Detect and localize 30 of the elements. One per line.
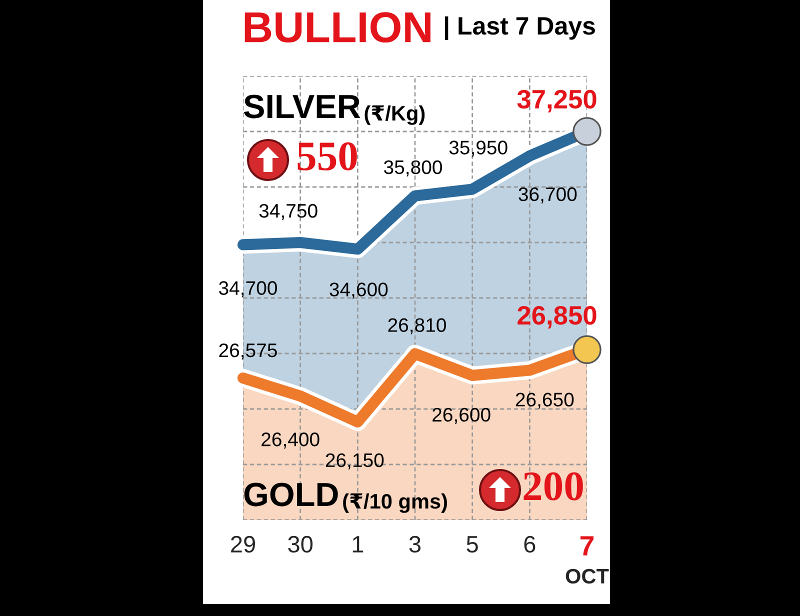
annotation: 200 <box>524 472 583 500</box>
data-label: 26,150 <box>326 453 384 470</box>
x-tick-label: 30 <box>288 536 313 553</box>
data-label: 36,700 <box>518 187 577 204</box>
data-label: 26,575 <box>219 343 277 360</box>
x-tick-label: 5 <box>466 536 478 553</box>
data-label: 35,800 <box>384 160 442 176</box>
annotation: 550 <box>298 142 357 170</box>
x-tick-label: 6 <box>524 536 536 553</box>
data-label: 34,750 <box>259 204 318 220</box>
y2-axis-title: (₹/10 gms) <box>343 493 447 513</box>
x-tick-label: 1 <box>352 536 364 552</box>
data-label: 35,950 <box>449 140 508 157</box>
data-label: 26,850 <box>518 306 596 329</box>
text: SILVER <box>244 94 360 118</box>
data-label: 26,600 <box>432 408 490 424</box>
chart-subtitle: | Last 7 Days <box>444 16 595 40</box>
data-label: 26,400 <box>262 432 320 449</box>
x-tick-label: 29 <box>231 536 256 553</box>
chart-title: BULLION <box>244 12 430 43</box>
series-label: GOLD <box>244 482 338 506</box>
y-axis-title: (₹/Kg) <box>364 105 425 125</box>
data-label: 34,600 <box>330 282 388 299</box>
x-axis-title: OCT <box>566 568 609 584</box>
data-label: 26,650 <box>516 392 574 409</box>
x-tick-label: 3 <box>409 536 421 553</box>
x-tick-label: 7 <box>580 536 594 556</box>
data-label: 37,250 <box>517 90 596 112</box>
data-label: 26,810 <box>388 318 446 334</box>
data-label: 34,700 <box>219 281 277 298</box>
